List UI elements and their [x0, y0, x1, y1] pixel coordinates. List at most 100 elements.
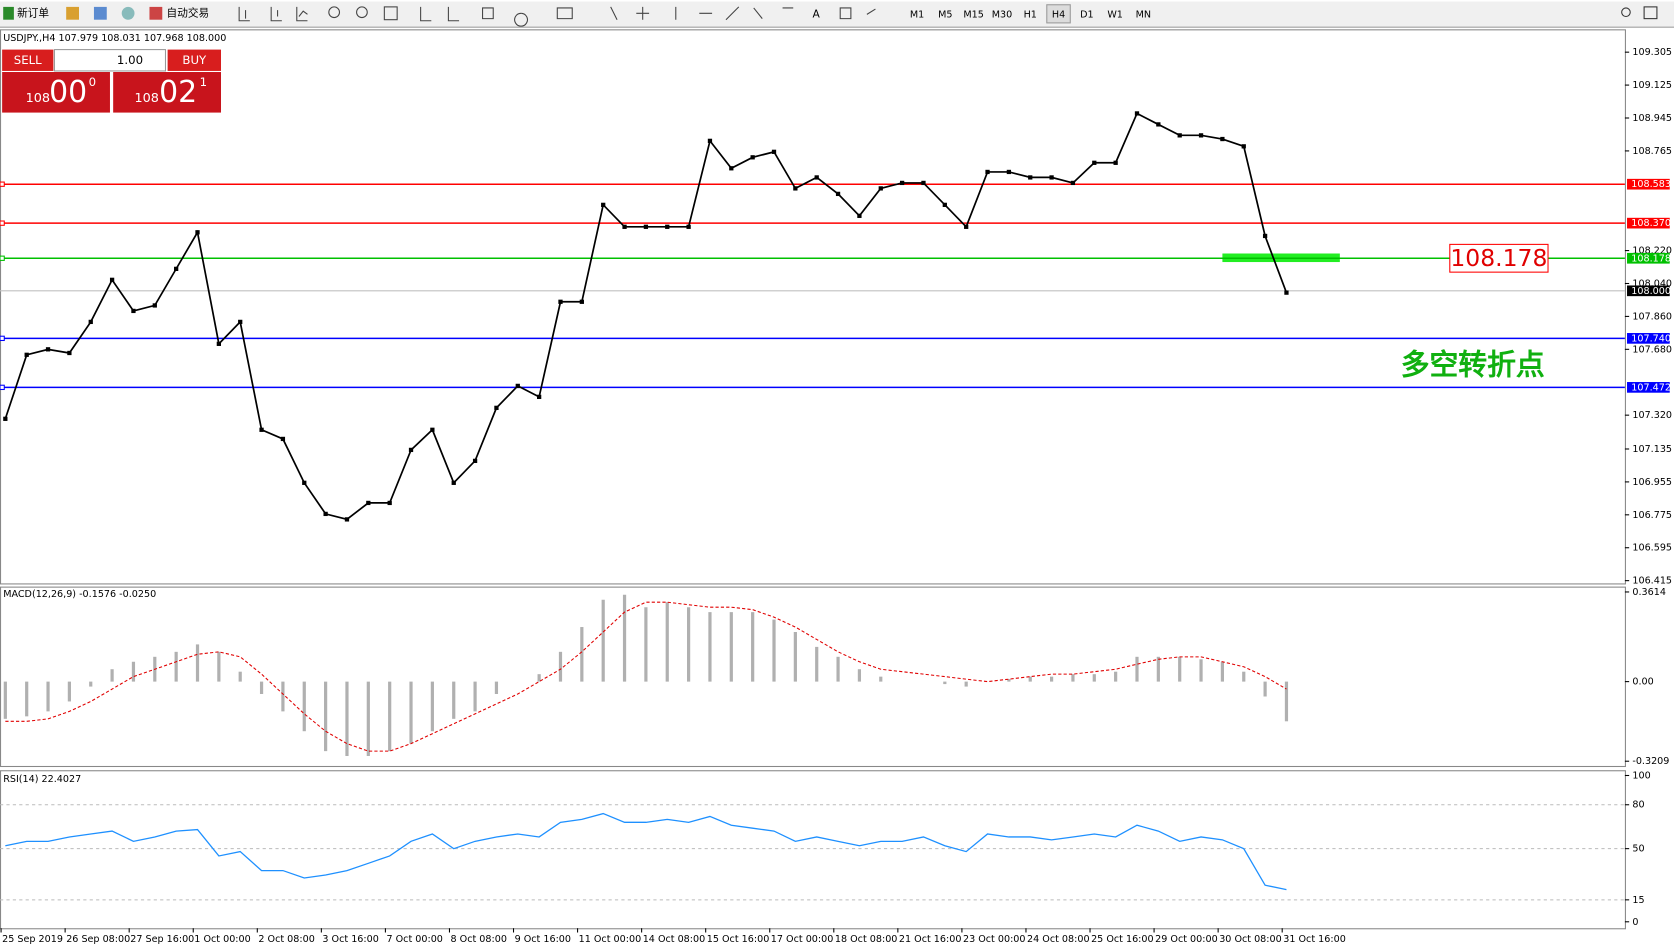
drawing-tools[interactable] [420, 6, 876, 27]
text-tool[interactable]: A [812, 7, 820, 20]
close-marker [238, 319, 243, 325]
y-tick-label: 108.220 [1632, 246, 1672, 257]
buy-button[interactable] [167, 49, 221, 71]
toolbar-icon[interactable] [93, 6, 107, 20]
timeframe-button[interactable]: D1 [1080, 9, 1094, 20]
close-marker [1198, 133, 1204, 138]
close-marker [259, 427, 264, 432]
y-tick-label: 108.945 [1632, 113, 1672, 124]
close-marker [942, 202, 947, 207]
timeframe-button[interactable]: M1 [910, 9, 924, 20]
close-marker [408, 447, 414, 453]
x-tick-label: 7 Oct 00:00 [386, 934, 442, 945]
y-tick-label: 108.040 [1632, 278, 1672, 289]
timeframe-button[interactable]: MN [1136, 9, 1151, 20]
x-tick-label: 14 Oct 08:00 [643, 934, 706, 945]
close-marker [3, 416, 8, 421]
toolbar [0, 1, 1674, 28]
x-tick-label: 30 Oct 08:00 [1219, 934, 1282, 945]
close-marker [921, 180, 926, 186]
lots-value[interactable]: 1.00 [117, 53, 143, 67]
sell-button[interactable] [2, 49, 54, 71]
ask-pips: 02 [159, 75, 197, 110]
close-marker [665, 224, 670, 229]
timeframe-button[interactable]: H4 [1052, 9, 1065, 20]
zoom-out[interactable] [356, 6, 368, 19]
close-marker [24, 352, 29, 357]
close-marker [707, 138, 713, 143]
close-marker [771, 149, 777, 154]
y-tick-label: 109.305 [1632, 47, 1672, 58]
x-tick-label: 21 Oct 16:00 [899, 934, 962, 945]
x-tick-label: 15 Oct 16:00 [707, 934, 770, 945]
y-tick-label: 50 [1632, 844, 1644, 855]
x-tick-label: 1 Oct 00:00 [194, 934, 250, 945]
close-marker [899, 180, 905, 186]
close-marker [430, 427, 435, 432]
bid-price-box[interactable] [2, 72, 110, 113]
callout-box [1449, 243, 1549, 273]
close-marker [1134, 111, 1140, 116]
close-marker [729, 166, 734, 171]
timeframe-button[interactable]: W1 [1107, 9, 1123, 20]
x-tick-label: 26 Sep 08:00 [66, 934, 130, 945]
timeframe-button[interactable]: M30 [992, 9, 1013, 20]
tile-windows[interactable] [383, 6, 398, 21]
x-tick-label: 27 Sep 16:00 [130, 934, 194, 945]
y-tick-label: 106.775 [1632, 510, 1672, 521]
buy-label[interactable]: BUY [182, 53, 207, 67]
timeframe-bar: M1 M5 M15 M30 H1 H4 D1 W1 MN [910, 4, 1151, 24]
close-marker [1113, 160, 1118, 165]
close-marker [88, 319, 93, 325]
lots-input[interactable] [53, 49, 167, 72]
close-marker [174, 266, 179, 272]
level-handle [0, 220, 5, 226]
level-label: 108.583 [1631, 179, 1671, 190]
close-marker [1006, 169, 1012, 175]
x-tick-label: 17 Oct 00:00 [771, 934, 834, 945]
bid-big: 108 [26, 91, 50, 106]
ask-price-box[interactable] [113, 72, 221, 113]
level-label: 107.472 [1631, 382, 1671, 393]
close-marker [131, 308, 136, 314]
level-handle [0, 384, 5, 391]
x-tick-label: 9 Oct 16:00 [515, 934, 571, 945]
annotation: 多空转折点 [1401, 348, 1545, 382]
x-tick-label: 25 Sep 2019 [2, 934, 63, 945]
toolbar-icon[interactable] [121, 6, 135, 20]
auto-trading-button[interactable]: 自动交易 [167, 6, 210, 19]
timeframe-button[interactable]: H1 [1024, 9, 1037, 20]
timeframe-button[interactable]: M15 [963, 9, 984, 20]
profile-icon[interactable] [1643, 6, 1658, 20]
current-price-label: 108.000 [1631, 286, 1671, 297]
close-marker [67, 350, 72, 356]
y-tick-label: 80 [1632, 800, 1644, 811]
auto-trading-icon[interactable] [149, 6, 163, 20]
timeframe-button[interactable]: M5 [938, 9, 952, 20]
new-order-button[interactable]: 新订单 [17, 6, 49, 19]
close-marker [601, 202, 606, 207]
toolbar-icon[interactable] [66, 6, 80, 20]
sell-label[interactable]: SELL [14, 53, 42, 67]
x-tick-label: 25 Oct 16:00 [1091, 934, 1154, 945]
y-tick-label: 107.135 [1632, 444, 1672, 455]
level-label: 107.740 [1631, 333, 1671, 344]
close-marker [878, 186, 883, 191]
close-marker [302, 480, 307, 485]
new-order-icon[interactable] [3, 6, 14, 20]
close-marker [472, 458, 478, 464]
close-marker [45, 347, 51, 352]
x-tick-label: 8 Oct 08:00 [451, 934, 507, 945]
chart-type-buttons[interactable] [238, 6, 308, 22]
search-icon[interactable] [1621, 7, 1631, 18]
close-marker [1262, 233, 1268, 239]
ask-fraction: 1 [200, 75, 207, 89]
bid-fraction: 0 [89, 75, 96, 89]
close-marker [494, 405, 499, 410]
level-label: 108.178 [1631, 253, 1671, 264]
zoom-in[interactable] [328, 6, 341, 19]
x-tick-label: 29 Oct 00:00 [1155, 934, 1218, 945]
close-marker [622, 224, 627, 229]
level-handle [0, 255, 5, 261]
